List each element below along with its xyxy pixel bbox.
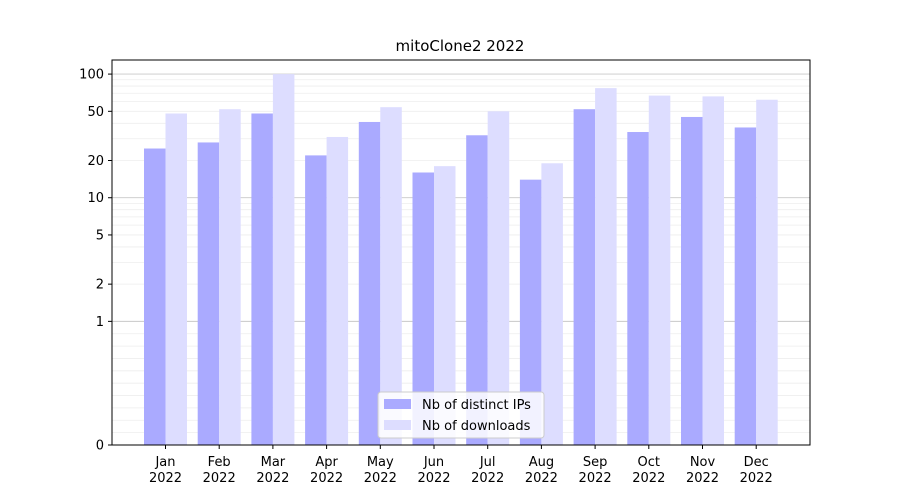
plot-frame [111,59,811,446]
x-tick-label-year: 2022 [579,471,612,486]
x-tick-label-month: Dec [744,455,769,470]
x-tick-label-year: 2022 [364,471,397,486]
x-tick-label-year: 2022 [740,471,773,486]
x-tick-label-month: Sep [583,455,608,470]
y-axis: 0 1 2 5 10 20 50 100 [79,68,112,454]
bars [144,74,778,446]
x-tick-label-year: 2022 [632,471,665,486]
bar-downloads [648,95,671,445]
bar-distinct-ips [466,135,488,445]
legend-swatch [384,399,411,409]
legend-box [377,391,545,439]
bar-downloads [541,163,563,445]
bar-downloads [487,111,510,445]
y-tick-label: 1 [96,315,104,330]
bar-distinct-ips [627,132,649,446]
x-tick-label-month: Jul [479,455,496,470]
bar-distinct-ips [573,109,596,445]
y-tick-label: 100 [79,68,104,83]
x-tick-label-year: 2022 [203,471,236,486]
x-tick-label-month: Aug [529,455,554,470]
x-tick-label-month: Apr [315,455,338,470]
x-axis: Jan2022Feb2022Mar2022Apr2022May2022Jun20… [149,445,773,486]
y-tick-label: 0 [96,439,104,454]
legend: Nb of distinct IPs Nb of downloads [377,391,545,439]
x-tick-label-month: Jun [423,455,444,470]
bar-downloads [326,136,349,445]
bar-downloads [595,88,617,446]
x-tick-label-month: May [367,455,394,470]
x-tick-label-year: 2022 [149,471,182,486]
bar-downloads [272,74,295,446]
bar-downloads [434,166,456,445]
bar-distinct-ips [305,155,327,445]
bar-downloads [219,109,241,445]
bar-distinct-ips [412,172,434,446]
x-tick-label-year: 2022 [256,471,289,486]
y-tick-label: 50 [87,105,104,120]
bar-distinct-ips [681,116,703,445]
x-tick-label-month: Jan [154,455,175,470]
bar-downloads [702,96,724,445]
y-tick-label: 10 [87,191,104,206]
chart-title: mitoClone2 2022 [396,37,525,55]
bar-downloads [165,113,187,446]
bar-downloads [380,107,402,445]
x-tick-label-year: 2022 [417,471,450,486]
y-tick-label: 2 [96,278,104,293]
x-tick-label-year: 2022 [310,471,343,486]
legend-label: Nb of distinct IPs [422,398,531,413]
bar-distinct-ips [519,179,542,446]
bar-distinct-ips [197,142,220,445]
y-tick-label: 20 [87,154,104,169]
x-tick-label-year: 2022 [686,471,719,486]
bar-downloads [756,99,778,445]
x-tick-label-year: 2022 [525,471,558,486]
bar-distinct-ips [144,148,166,445]
legend-swatch [384,420,411,430]
legend-label: Nb of downloads [422,419,531,434]
x-tick-label-month: Oct [638,455,660,470]
x-tick-label-month: Nov [690,455,716,470]
y-tick-label: 5 [96,228,104,243]
x-tick-label-year: 2022 [471,471,504,486]
bar-distinct-ips [358,121,381,445]
bar-distinct-ips [251,113,273,446]
x-tick-label-month: Mar [261,455,286,470]
x-tick-label-month: Feb [208,455,231,470]
bar-distinct-ips [734,127,757,446]
